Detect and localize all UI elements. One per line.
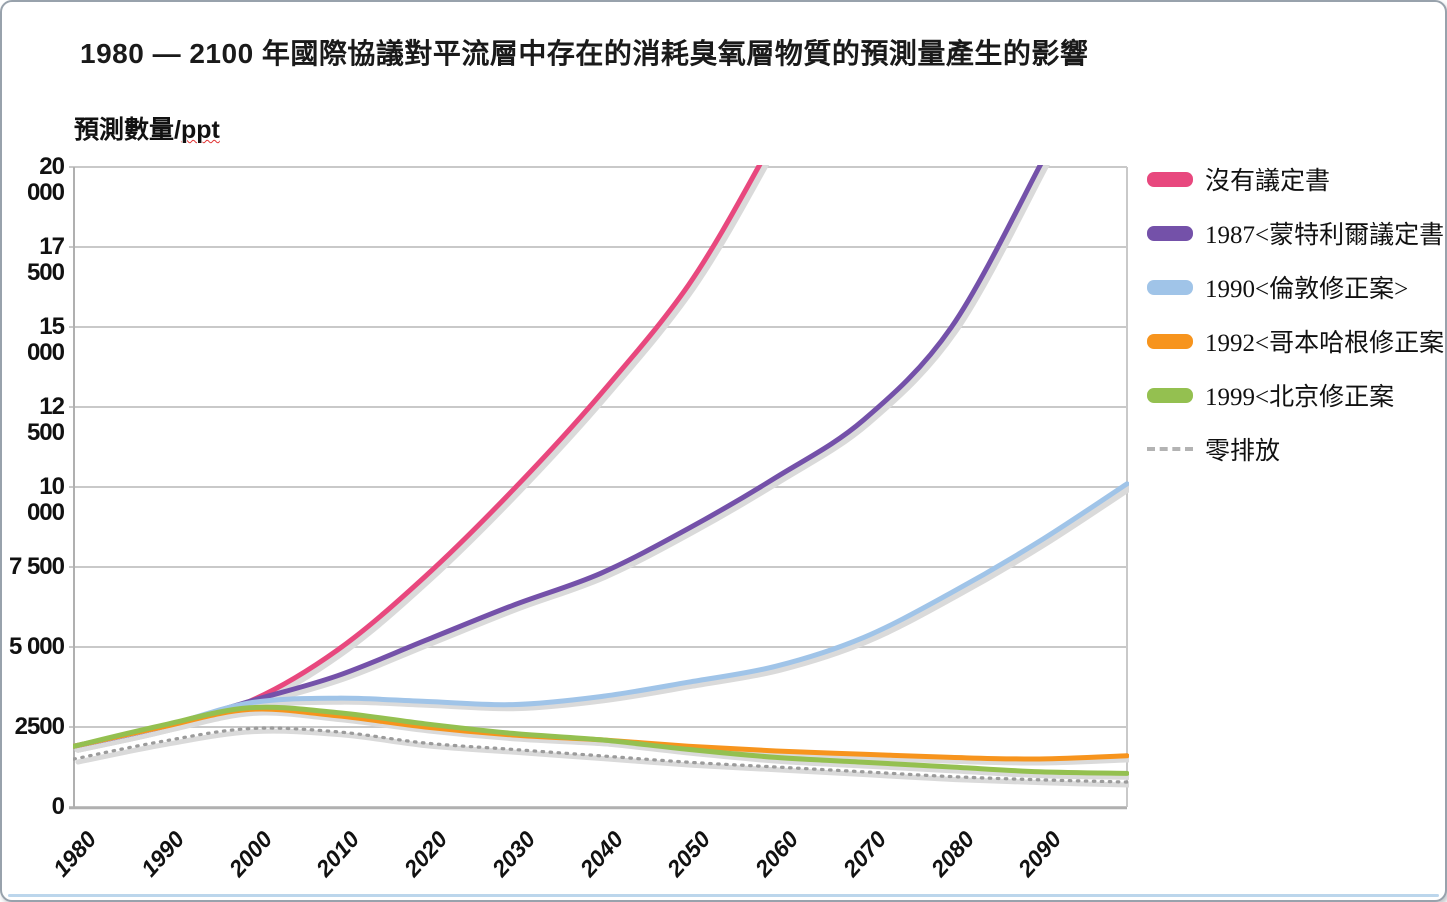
y-tick-label: 0 (51, 793, 65, 820)
y-axis-unit: ppt (180, 116, 220, 144)
legend-item: 1990<倫敦修正案> (1147, 260, 1445, 314)
window-bottom-accent (8, 894, 1439, 897)
y-tick-label: 7 500 (8, 553, 65, 580)
legend-item: 1999<北京修正案 (1147, 368, 1445, 422)
legend-swatch (1147, 171, 1193, 187)
legend-item: 1987<蒙特利爾議定書> (1147, 206, 1445, 260)
legend: 沒有議定書 1987<蒙特利爾議定書> 1990<倫敦修正案> 1992<哥本哈… (1147, 152, 1445, 476)
legend-item: 沒有議定書 (1147, 152, 1445, 206)
legend-item: 零排放 (1147, 422, 1445, 476)
y-tick-label: 12 500 (26, 393, 65, 446)
y-tick-label: 17 500 (26, 233, 65, 286)
legend-label: 1999<北京修正案 (1205, 384, 1395, 411)
legend-label: 沒有議定書 (1205, 168, 1331, 195)
legend-swatch (1147, 447, 1193, 451)
legend-label: 1990<倫敦修正案> (1205, 276, 1409, 303)
y-tick-label: 2500 (14, 713, 65, 740)
chart-title: 1980 — 2100 年國際協議對平流層中存在的消耗臭氧層物質的預測量產生的影… (80, 38, 1089, 69)
y-tick-label: 5 000 (8, 633, 65, 660)
legend-swatch (1147, 225, 1193, 241)
legend-swatch (1147, 333, 1193, 349)
legend-item: 1992<哥本哈根修正案> (1147, 314, 1445, 368)
y-tick-label: 15 000 (26, 313, 65, 366)
y-axis-title-text: 預測數量/ (74, 116, 181, 144)
y-tick-label: 10 000 (26, 473, 65, 526)
y-axis-title: 預測數量/ppt (74, 110, 220, 146)
legend-label: 1987<蒙特利爾議定書> (1205, 222, 1445, 249)
legend-swatch (1147, 387, 1193, 403)
legend-label: 零排放 (1205, 438, 1281, 465)
y-tick-label: 20 000 (26, 153, 65, 206)
legend-label: 1992<哥本哈根修正案> (1205, 330, 1445, 357)
legend-swatch (1147, 279, 1193, 295)
